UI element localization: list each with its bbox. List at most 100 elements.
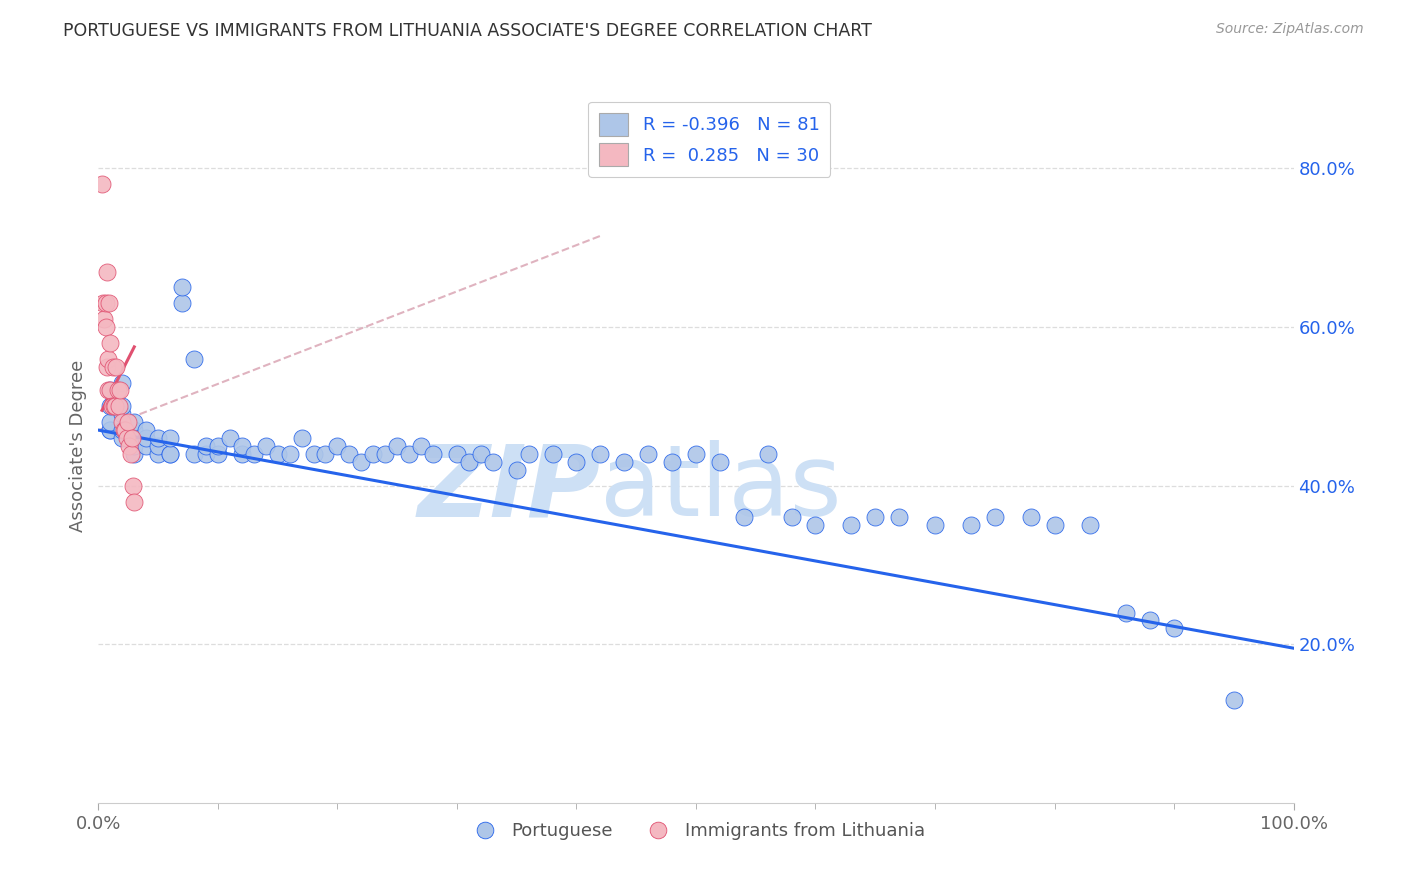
Point <box>207 447 229 461</box>
Point <box>135 431 157 445</box>
Point <box>121 431 143 445</box>
Point <box>159 447 181 461</box>
Point <box>422 447 444 461</box>
Point <box>111 415 134 429</box>
Point <box>159 431 181 445</box>
Point <box>733 510 755 524</box>
Point <box>117 415 139 429</box>
Point <box>267 447 290 461</box>
Point <box>1043 518 1066 533</box>
Point <box>889 510 911 524</box>
Point <box>195 439 218 453</box>
Point <box>302 447 325 461</box>
Point <box>924 518 946 533</box>
Point <box>124 439 146 453</box>
Point <box>91 296 114 310</box>
Point <box>960 518 983 533</box>
Point <box>111 431 134 445</box>
Legend: Portuguese, Immigrants from Lithuania: Portuguese, Immigrants from Lithuania <box>460 815 932 847</box>
Text: Source: ZipAtlas.com: Source: ZipAtlas.com <box>1216 22 1364 37</box>
Point <box>446 447 468 461</box>
Point <box>613 455 636 469</box>
Point <box>315 447 337 461</box>
Point <box>107 384 129 398</box>
Point <box>98 415 122 429</box>
Text: PORTUGUESE VS IMMIGRANTS FROM LITHUANIA ASSOCIATE'S DEGREE CORRELATION CHART: PORTUGUESE VS IMMIGRANTS FROM LITHUANIA … <box>63 22 872 40</box>
Point <box>98 296 121 310</box>
Point <box>98 335 122 350</box>
Point <box>111 407 134 421</box>
Point <box>107 400 129 414</box>
Point <box>363 447 385 461</box>
Point <box>1080 518 1102 533</box>
Point <box>148 431 170 445</box>
Point <box>470 447 492 461</box>
Point <box>865 510 887 524</box>
Point <box>111 376 134 390</box>
Point <box>98 423 122 437</box>
Point <box>98 384 122 398</box>
Point <box>637 447 659 461</box>
Point <box>148 439 170 453</box>
Point <box>122 478 145 492</box>
Point <box>124 447 146 461</box>
Point <box>104 400 127 414</box>
Point <box>481 455 505 469</box>
Point <box>350 455 373 469</box>
Point <box>254 439 277 453</box>
Point <box>97 384 120 398</box>
Point <box>458 455 481 469</box>
Point <box>96 264 118 278</box>
Point <box>780 510 803 524</box>
Point <box>385 439 409 453</box>
Point <box>195 447 218 461</box>
Point <box>93 312 115 326</box>
Point <box>159 447 181 461</box>
Point <box>326 439 349 453</box>
Point <box>108 384 131 398</box>
Point <box>339 447 361 461</box>
Point <box>984 510 1007 524</box>
Point <box>94 320 117 334</box>
Point <box>105 359 128 374</box>
Point <box>243 447 266 461</box>
Point <box>148 447 170 461</box>
Point <box>98 384 122 398</box>
Point <box>111 400 134 414</box>
Point <box>101 359 124 374</box>
Point <box>114 423 136 437</box>
Point <box>374 447 396 461</box>
Text: ZIP: ZIP <box>418 441 600 537</box>
Point <box>231 447 253 461</box>
Point <box>100 400 122 414</box>
Point <box>183 447 205 461</box>
Point <box>111 423 134 437</box>
Point <box>1019 510 1042 524</box>
Point <box>124 415 146 429</box>
Point <box>207 439 229 453</box>
Point <box>661 455 683 469</box>
Point <box>291 431 314 445</box>
Point <box>804 518 827 533</box>
Point <box>98 423 122 437</box>
Point <box>183 351 205 366</box>
Point <box>411 439 433 453</box>
Point <box>517 447 540 461</box>
Point <box>1115 606 1137 620</box>
Point <box>398 447 420 461</box>
Point <box>124 423 146 437</box>
Y-axis label: Associate's Degree: Associate's Degree <box>69 359 87 533</box>
Point <box>278 447 301 461</box>
Point <box>98 400 122 414</box>
Point <box>124 494 146 508</box>
Point <box>756 447 779 461</box>
Point <box>709 455 731 469</box>
Point <box>91 178 114 192</box>
Point <box>94 296 117 310</box>
Point <box>97 351 120 366</box>
Point <box>120 447 142 461</box>
Point <box>565 455 588 469</box>
Point <box>118 439 141 453</box>
Point <box>589 447 612 461</box>
Point <box>841 518 863 533</box>
